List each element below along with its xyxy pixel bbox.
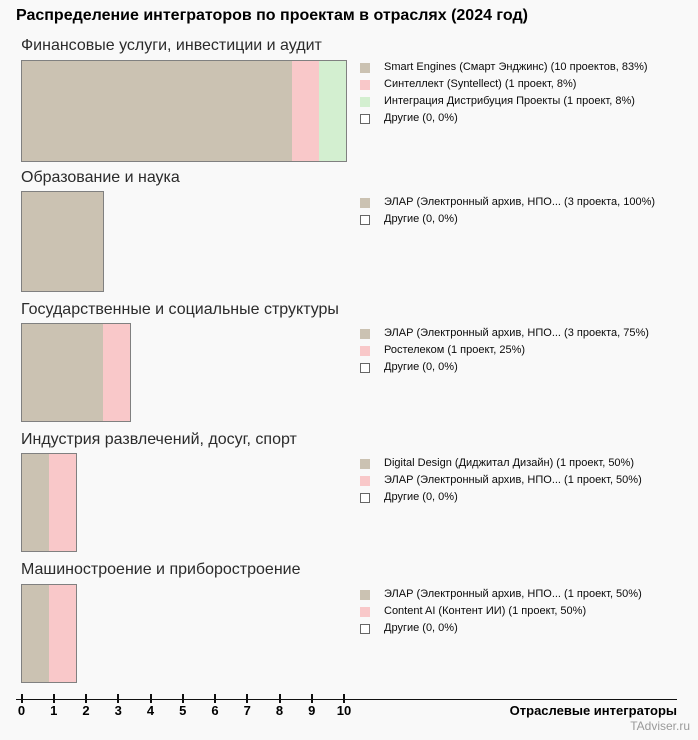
axis-tick-label: 3 [114,703,122,718]
axis-tick [149,694,152,703]
legend-swatch [360,362,370,373]
section-title: Государственные и социальные структуры [21,301,339,318]
stacked-bar [21,60,347,162]
axis-tick-label: 8 [275,703,284,718]
section-title: Финансовые услуги, инвестиции и аудит [21,37,322,54]
legend-swatch [360,345,370,356]
axis-tick-label: 1 [50,703,58,718]
legend: ЭЛАР (Электронный архив, НПО... (3 проек… [360,194,655,228]
stacked-bar [21,584,77,683]
legend-swatch [360,79,370,90]
axis-tick [52,694,55,703]
axis-tick-label: 0 [17,703,26,718]
legend-label: Другие (0, 0%) [384,622,458,634]
legend-item: ЭЛАР (Электронный архив, НПО... (1 проек… [360,472,642,489]
legend-label: Другие (0, 0%) [384,491,458,503]
legend-label: Content AI (Контент ИИ) (1 проект, 50%) [384,605,587,617]
legend-item: Интеграция Дистрибуция Проекты (1 проект… [360,93,648,110]
legend-item: ЭЛАР (Электронный архив, НПО... (3 проек… [360,325,649,342]
legend-swatch [360,96,370,107]
legend-item: Синтеллект (Syntellect) (1 проект, 8%) [360,76,648,93]
legend-item: Content AI (Контент ИИ) (1 проект, 50%) [360,603,642,620]
axis-tick [117,694,120,703]
bar-segment [22,585,49,682]
legend-label: Другие (0, 0%) [384,361,458,373]
axis-tick [278,694,281,703]
legend: Digital Design (Диджитал Дизайн) (1 прое… [360,455,642,506]
legend-swatch [360,492,370,503]
stacked-bar [21,191,104,292]
axis-tick [20,694,23,703]
axis-tick [181,694,184,703]
axis-tick [343,694,345,703]
section-title: Индустрия развлечений, досуг, спорт [21,431,297,448]
legend-label: ЭЛАР (Электронный архив, НПО... (1 проек… [384,474,642,486]
legend-swatch [360,475,370,486]
legend-swatch [360,214,370,225]
legend-swatch [360,62,370,73]
bar-segment [22,324,103,421]
legend-item: ЭЛАР (Электронный архив, НПО... (1 проек… [360,586,642,603]
axis-tick [310,694,313,703]
axis-tick-label: 6 [211,703,219,718]
axis-tick-label: 9 [308,703,316,718]
legend-item: Другие (0, 0%) [360,110,648,127]
legend-label: ЭЛАР (Электронный архив, НПО... (3 проек… [384,196,656,208]
legend-item: Digital Design (Диджитал Дизайн) (1 прое… [360,455,642,472]
bar-segment [22,192,103,291]
legend-item: ЭЛАР (Электронный архив, НПО... (3 проек… [360,194,655,211]
legend-item: Smart Engines (Смарт Энджинс) (10 проект… [360,59,648,76]
axis-tick-label: 4 [146,703,155,718]
bar-segment [103,324,130,421]
legend-swatch [360,113,370,124]
legend-label: ЭЛАР (Электронный архив, НПО... (3 проек… [384,327,649,339]
stacked-bar [21,323,131,422]
legend-label: Другие (0, 0%) [384,112,458,124]
legend-label: Синтеллект (Syntellect) (1 проект, 8%) [384,78,577,90]
legend-label: Ростелеком (1 проект, 25%) [384,344,526,356]
bar-segment [49,585,76,682]
legend-item: Другие (0, 0%) [360,620,642,637]
legend: ЭЛАР (Электронный архив, НПО... (3 проек… [360,325,649,376]
legend-item: Другие (0, 0%) [360,211,655,228]
axis-tick [214,694,216,703]
legend-label: Smart Engines (Смарт Энджинс) (10 проект… [384,61,648,73]
watermark: TAdviser.ru [630,719,690,733]
legend: ЭЛАР (Электронный архив, НПО... (1 проек… [360,586,642,637]
legend-item: Другие (0, 0%) [360,489,642,506]
legend-label: Интеграция Дистрибуция Проекты (1 проект… [384,95,635,107]
legend-label: Digital Design (Диджитал Дизайн) (1 прое… [384,457,634,469]
legend-item: Ростелеком (1 проект, 25%) [360,342,649,359]
legend-swatch [360,197,370,208]
bar-segment [22,454,49,551]
bar-segment [319,61,346,161]
legend-swatch [360,328,370,339]
axis-tick-label: 2 [82,703,90,718]
legend-swatch [360,606,370,617]
legend-swatch [360,458,370,469]
axis-tick-label: 5 [179,703,187,718]
section-title: Машиностроение и приборостроение [21,561,301,578]
bar-segment [49,454,76,551]
stacked-bar [21,453,77,552]
axis-tick [85,694,87,703]
axis-label: Отраслевые интеграторы [509,703,677,718]
legend: Smart Engines (Смарт Энджинс) (10 проект… [360,59,648,127]
legend-swatch [360,589,370,600]
axis-tick-label: 10 [336,703,352,718]
axis-tick [246,694,249,703]
axis-tick-label: 7 [243,703,251,718]
bar-segment [292,61,319,161]
axis-line [16,699,677,700]
legend-swatch [360,623,370,634]
legend-item: Другие (0, 0%) [360,359,649,376]
bar-segment [22,61,292,161]
legend-label: ЭЛАР (Электронный архив, НПО... (1 проек… [384,588,642,600]
legend-label: Другие (0, 0%) [384,213,458,225]
page-title: Распределение интеграторов по проектам в… [16,7,528,24]
section-title: Образование и наука [21,169,180,186]
